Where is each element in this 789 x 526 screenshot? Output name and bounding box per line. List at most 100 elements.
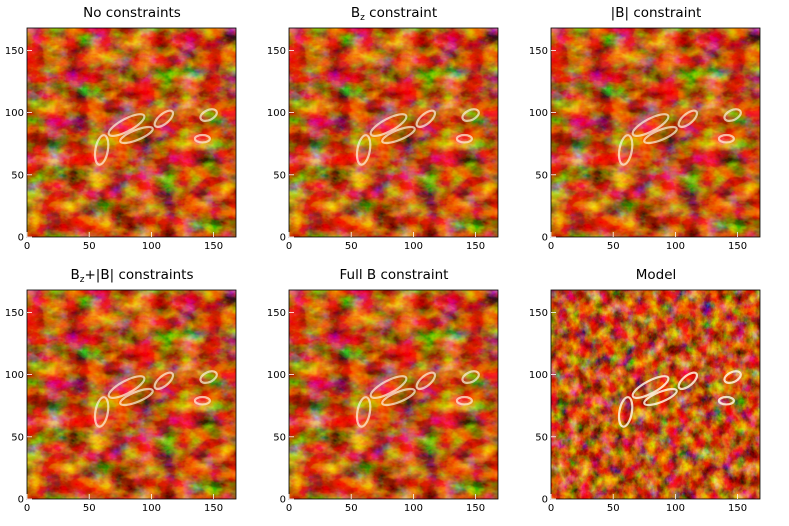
panel-title: Bz+|B| constraints	[70, 267, 194, 285]
axes-frame	[550, 289, 761, 500]
bright-loop	[153, 371, 175, 391]
x-tick-label: 100	[404, 241, 423, 250]
x-tick-label: 50	[83, 241, 96, 250]
bright-loop	[369, 375, 408, 399]
bright-loop	[643, 125, 678, 145]
axes-frame	[288, 289, 499, 500]
bright-loop	[199, 108, 218, 123]
bright-loop	[631, 113, 670, 137]
y-tick-label: 100	[529, 370, 548, 381]
panel-title: Full B constraint	[339, 267, 449, 283]
x-tick-label: 150	[728, 503, 747, 512]
y-tick-label: 150	[5, 46, 24, 57]
y-tick-label: 0	[280, 495, 286, 506]
bright-loop	[119, 125, 154, 145]
y-tick-label: 150	[5, 308, 24, 319]
y-tick-label: 50	[273, 432, 286, 443]
bright-loop	[461, 108, 480, 123]
bright-loop	[455, 133, 473, 144]
panel-title: Model	[635, 267, 677, 283]
panel-model: 0 50 100 150 0 50 100 150 Model	[524, 262, 764, 512]
bright-loop	[717, 395, 735, 406]
plot-area: 0 50 100 150 0 50 100 150	[267, 27, 499, 250]
panel-title: |B| constraint	[610, 5, 702, 21]
x-tick-label: 150	[466, 503, 485, 512]
x-tick-label: 100	[666, 503, 685, 512]
bright-loop	[381, 125, 416, 145]
bright-loop	[93, 396, 110, 428]
bright-loop	[643, 387, 678, 407]
bright-loop	[723, 108, 742, 123]
x-tick-label: 0	[286, 503, 292, 512]
axes-frame	[288, 27, 499, 238]
plot-area: 0 50 100 150 0 50 100 150	[267, 289, 499, 512]
panel-bz-absb-constraints: 0 50 100 150 0 50 100 150 Bz+|B| constraints	[0, 262, 240, 512]
x-tick-label: 0	[24, 241, 30, 250]
y-tick-label: 150	[267, 46, 286, 57]
heatmap-bright-features	[617, 108, 742, 166]
heatmap-bright-features	[93, 370, 218, 428]
heatmap-bright-features	[355, 108, 480, 166]
y-tick-label: 50	[11, 432, 24, 443]
bright-loop	[199, 370, 218, 385]
panel-title: No constraints	[83, 5, 181, 21]
y-tick-label: 50	[11, 170, 24, 181]
y-tick-label: 150	[529, 46, 548, 57]
x-tick-label: 50	[345, 241, 358, 250]
plot-area: 0 50 100 150 0 50 100 150	[5, 289, 237, 512]
bright-loop	[415, 371, 437, 391]
x-tick-label: 50	[607, 241, 620, 250]
axes-frame	[26, 27, 237, 238]
plot-area: 0 50 100 150 0 50 100 150	[5, 27, 237, 250]
bright-loop	[455, 395, 473, 406]
x-tick-label: 100	[404, 503, 423, 512]
bright-loop	[677, 371, 699, 391]
y-tick-label: 0	[280, 233, 286, 244]
y-tick-label: 100	[5, 108, 24, 119]
y-tick-label: 50	[535, 170, 548, 181]
bright-loop	[355, 396, 372, 428]
x-tick-label: 100	[142, 241, 161, 250]
bright-loop	[119, 387, 154, 407]
x-tick-label: 50	[83, 503, 96, 512]
bright-loop	[193, 133, 211, 144]
bright-loop	[617, 134, 634, 166]
x-tick-label: 150	[466, 241, 485, 250]
x-tick-label: 100	[666, 241, 685, 250]
x-tick-label: 50	[607, 503, 620, 512]
y-tick-label: 100	[529, 108, 548, 119]
heatmap-bright-features	[355, 370, 480, 428]
y-tick-label: 100	[267, 108, 286, 119]
bright-loop	[193, 395, 211, 406]
y-tick-label: 0	[18, 233, 24, 244]
bright-loop	[723, 370, 742, 385]
bright-loop	[617, 396, 634, 428]
axes-frame	[26, 289, 237, 500]
heatmap-bright-features	[93, 108, 218, 166]
bright-loop	[631, 375, 670, 399]
y-tick-label: 50	[535, 432, 548, 443]
y-tick-label: 0	[18, 495, 24, 506]
y-tick-label: 150	[529, 308, 548, 319]
y-tick-label: 100	[267, 370, 286, 381]
x-tick-label: 150	[204, 241, 223, 250]
bright-loop	[369, 113, 408, 137]
panel-bz-constraint: 0 50 100 150 0 50 100 150 Bz constraint	[262, 0, 502, 250]
x-tick-label: 50	[345, 503, 358, 512]
x-tick-label: 150	[728, 241, 747, 250]
bright-loop	[153, 109, 175, 129]
bright-loop	[717, 133, 735, 144]
y-tick-label: 150	[267, 308, 286, 319]
y-tick-label: 100	[5, 370, 24, 381]
bright-loop	[415, 109, 437, 129]
x-tick-label: 0	[24, 503, 30, 512]
y-tick-label: 0	[542, 233, 548, 244]
bright-loop	[107, 375, 146, 399]
x-tick-label: 0	[286, 241, 292, 250]
panel-no-constraints: 0 50 100 150 0 50 100 150 No constraints	[0, 0, 240, 250]
panel-title: Bz constraint	[350, 5, 438, 23]
y-tick-label: 0	[542, 495, 548, 506]
heatmap-bright-features	[617, 370, 742, 428]
axes-frame	[550, 27, 761, 238]
bright-loop	[461, 370, 480, 385]
